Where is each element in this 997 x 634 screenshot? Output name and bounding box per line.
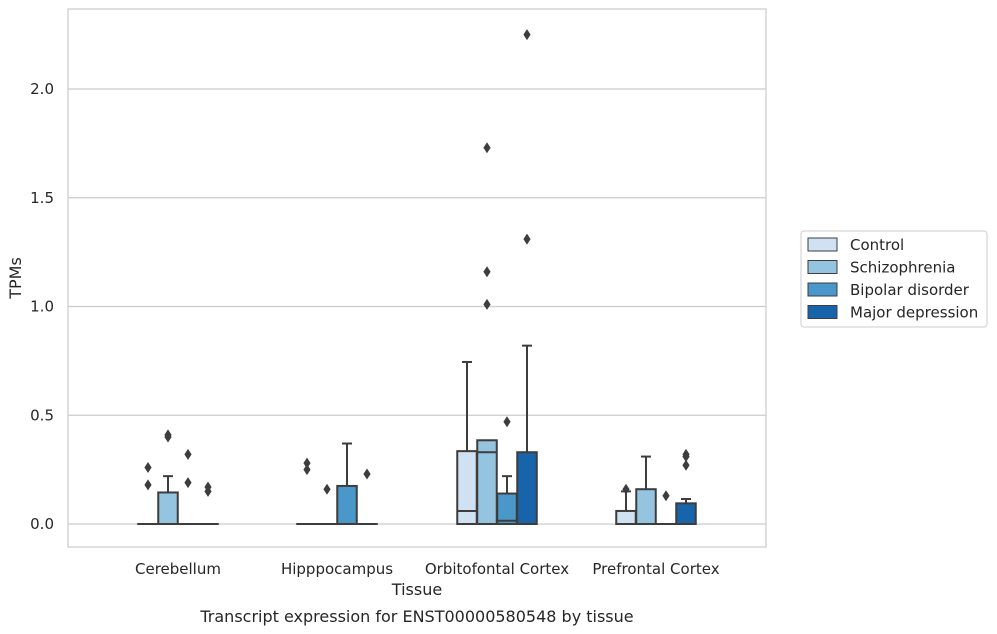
x-tick-label: Hipppocampus [281, 560, 393, 578]
y-tick-label: 0.5 [30, 406, 54, 424]
outlier-point [483, 266, 491, 278]
x-tick-label: Cerebellum [135, 560, 221, 578]
box-schizophrenia [476, 142, 498, 526]
boxes [137, 29, 697, 526]
box-major-depression [675, 448, 697, 525]
box-iqr [157, 491, 179, 525]
outlier-point [303, 457, 311, 469]
box-control [615, 483, 637, 526]
outlier-point [323, 483, 331, 495]
legend-label: Major depression [850, 304, 978, 322]
x-axis-label: Tissue [391, 580, 442, 599]
outlier-point [622, 483, 630, 495]
legend-label: Bipolar disorder [850, 281, 970, 299]
legend-swatch [807, 237, 838, 252]
box-control [296, 457, 318, 526]
box-iqr [615, 509, 637, 526]
outlier-point [523, 29, 531, 41]
legend-swatch [807, 260, 838, 274]
box-iqr [496, 492, 518, 525]
y-tick-label: 0.0 [30, 515, 54, 533]
outlier-point [303, 464, 311, 476]
outlier-point [164, 431, 172, 443]
box-bipolar-disorder [655, 490, 677, 526]
box-control [137, 461, 159, 526]
outlier-point [144, 479, 152, 491]
y-tick-label: 1.5 [30, 189, 54, 207]
plot-frame [67, 8, 767, 548]
outlier-point [483, 298, 491, 310]
y-tick-label: 1.0 [30, 298, 54, 316]
outlier-point [682, 451, 690, 463]
y-axis-label: TPMs [6, 257, 25, 300]
box-major-depression [516, 29, 538, 526]
box-iqr [476, 439, 498, 526]
legend-label: Schizophrenia [850, 259, 955, 277]
y-tick-labels: 0.0 0.5 1.0 1.5 2.0 [30, 80, 54, 533]
box-major-depression [356, 468, 378, 526]
outlier-point [184, 448, 192, 460]
legend-frame [800, 230, 988, 328]
box-iqr [635, 488, 657, 526]
box-control [456, 360, 478, 526]
box-bipolar-disorder [177, 448, 199, 526]
x-tick-label: Orbitofontal Cortex [425, 560, 569, 578]
legend-swatch [807, 282, 838, 297]
box-major-depression [197, 481, 219, 526]
box-schizophrenia [157, 429, 179, 525]
legend-label: Control [850, 236, 904, 254]
box-iqr [456, 450, 478, 526]
outlier-point [523, 233, 531, 245]
legend-swatch [807, 305, 838, 319]
outlier-point [204, 485, 212, 497]
y-tick-label: 2.0 [30, 80, 54, 98]
outlier-point [682, 459, 690, 471]
box-iqr [336, 484, 358, 525]
outlier-point [503, 416, 511, 428]
chart-caption: Transcript expression for ENST0000058054… [199, 607, 633, 626]
box-schizophrenia [635, 455, 657, 526]
x-tick-label: Prefrontal Cortex [592, 560, 719, 578]
box-bipolar-disorder [336, 442, 358, 525]
grid-lines [68, 88, 766, 525]
outlier-point [662, 490, 670, 502]
box-iqr [675, 502, 697, 525]
box-iqr [516, 451, 538, 526]
outlier-point [184, 477, 192, 489]
box-bipolar-disorder [496, 416, 518, 525]
box-schizophrenia [316, 483, 338, 526]
outlier-point [363, 468, 371, 480]
x-tick-labels: Cerebellum Hipppocampus Orbitofontal Corte… [135, 560, 720, 578]
outlier-point [144, 461, 152, 473]
outlier-point [483, 142, 491, 154]
legend: Control Schizophrenia Bipolar disorder Majo… [800, 230, 988, 328]
